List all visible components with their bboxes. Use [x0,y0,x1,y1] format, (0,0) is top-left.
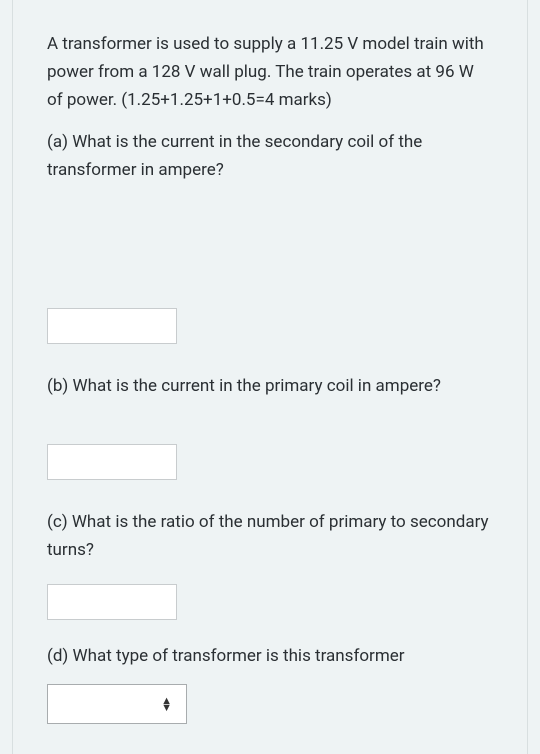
part-c-text: (c) What is the ratio of the number of p… [47,508,493,564]
part-a-input[interactable] [47,308,177,344]
part-c-input[interactable] [47,584,177,620]
part-b-text: (b) What is the current in the primary c… [47,372,493,400]
part-b-input[interactable] [47,444,177,480]
question-intro: A transformer is used to supply a 11.25 … [47,30,493,114]
part-d-select[interactable] [48,685,186,723]
question-card: A transformer is used to supply a 11.25 … [12,0,528,754]
part-d-select-wrap[interactable]: ▲▼ [47,684,187,724]
spacer [47,414,493,444]
part-d-text: (d) What type of transformer is this tra… [47,642,493,670]
spacer [47,198,493,308]
part-a-text: (a) What is the current in the secondary… [47,128,493,184]
